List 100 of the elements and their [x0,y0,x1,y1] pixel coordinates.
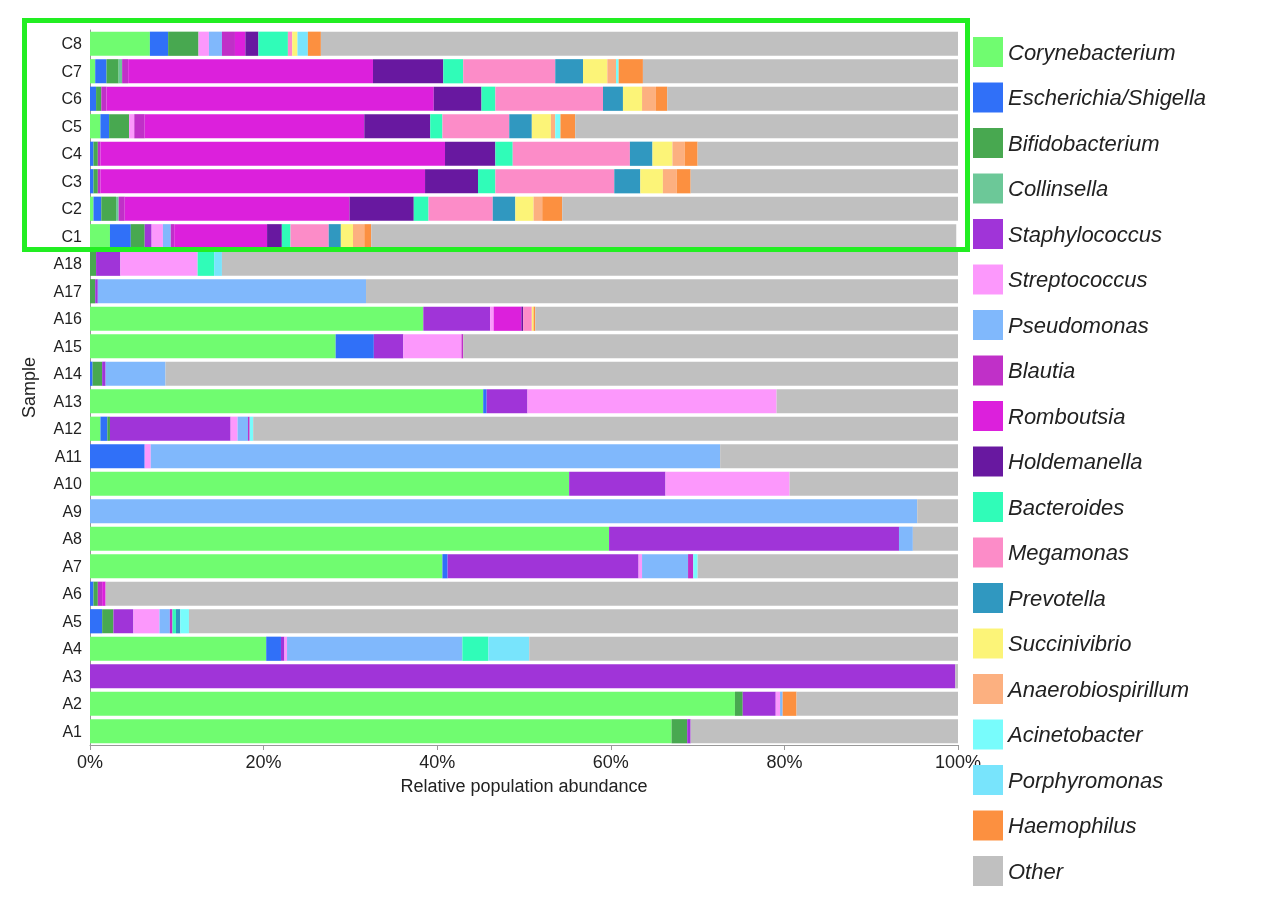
legend-label: Collinsella [1008,176,1109,201]
bar [133,609,160,634]
bar [720,444,958,469]
bar [349,196,414,221]
bar [144,114,365,139]
bar [527,389,777,414]
bar [509,114,532,139]
bar [165,361,958,386]
bar [307,31,321,56]
bar [96,86,102,111]
bar [364,114,431,139]
bar [144,224,152,249]
bar [113,609,134,634]
bar [102,609,114,634]
x-tick-label: 40% [419,752,456,772]
bar [122,59,129,84]
y-tick-label: A13 [53,392,83,410]
legend-label: Prevotella [1008,585,1106,611]
bar [366,279,958,304]
bar [676,169,691,194]
bar [290,224,329,249]
y-tick-label: A12 [53,420,83,438]
bar [284,636,288,661]
bar [533,196,543,221]
bar [100,169,426,194]
bar [124,196,350,221]
bar [642,554,689,579]
bar [214,251,222,276]
legend-label: Romboutsia [1008,403,1126,429]
bar [340,224,353,249]
bar [197,251,215,276]
bar [90,306,424,331]
bar [100,141,446,166]
bar [106,86,434,111]
bar [221,31,235,56]
bar [542,196,563,221]
bar [90,609,103,634]
y-axis-title: Sample [19,356,39,419]
bar [734,691,743,716]
bar [237,416,248,441]
bar [652,141,673,166]
legend-label: Streptococcus [1008,267,1148,292]
y-tick-label: C4 [61,145,83,163]
bar [90,444,145,469]
bar [672,141,685,166]
bar [629,141,653,166]
bar [287,31,293,56]
bar [266,636,281,661]
bar [425,169,478,194]
bar [120,251,198,276]
bar [413,196,429,221]
legend-label: Escherichia/Shigella [1008,85,1207,110]
legend-label: Staphylococcus [1008,221,1163,247]
bar [253,416,958,441]
bar [95,279,98,304]
bar [287,636,463,661]
bar [555,59,584,84]
bar [90,416,101,441]
bar [128,59,373,84]
bar [898,526,913,551]
bar [373,334,404,359]
bar [512,141,630,166]
bar [106,59,119,84]
bar [149,31,169,56]
bar [550,114,556,139]
bar [583,59,608,84]
legend-label: Anaerobiospirillum [1006,676,1189,702]
bar [495,141,513,166]
bar [328,224,341,249]
y-tick-label: C8 [61,35,83,53]
bar [655,86,668,111]
bar [483,389,487,414]
legend-label: Corynebacterium [1008,39,1176,65]
bar [188,609,958,634]
legend-label: Bifidobacterium [1008,130,1160,156]
legend-label: Holdemanella [1008,449,1143,474]
bar [292,31,298,56]
y-tick-label: A16 [53,310,83,328]
bar [134,114,145,139]
legend-label: Other [1008,858,1065,884]
bar [90,334,336,359]
bar [245,31,259,56]
bar [371,224,957,249]
y-tick-label: A14 [53,365,83,383]
bar [917,499,958,524]
bar [129,114,135,139]
bar [775,691,781,716]
bar [529,636,958,661]
bar [515,196,534,221]
y-tick-label: A15 [53,337,83,355]
bar [234,31,246,56]
bar [109,416,231,441]
bar [614,169,641,194]
bar [162,224,171,249]
bar [90,526,610,551]
bar [267,224,282,249]
bar [92,361,103,386]
bar [100,416,108,441]
bar [486,389,528,414]
bar [93,141,98,166]
